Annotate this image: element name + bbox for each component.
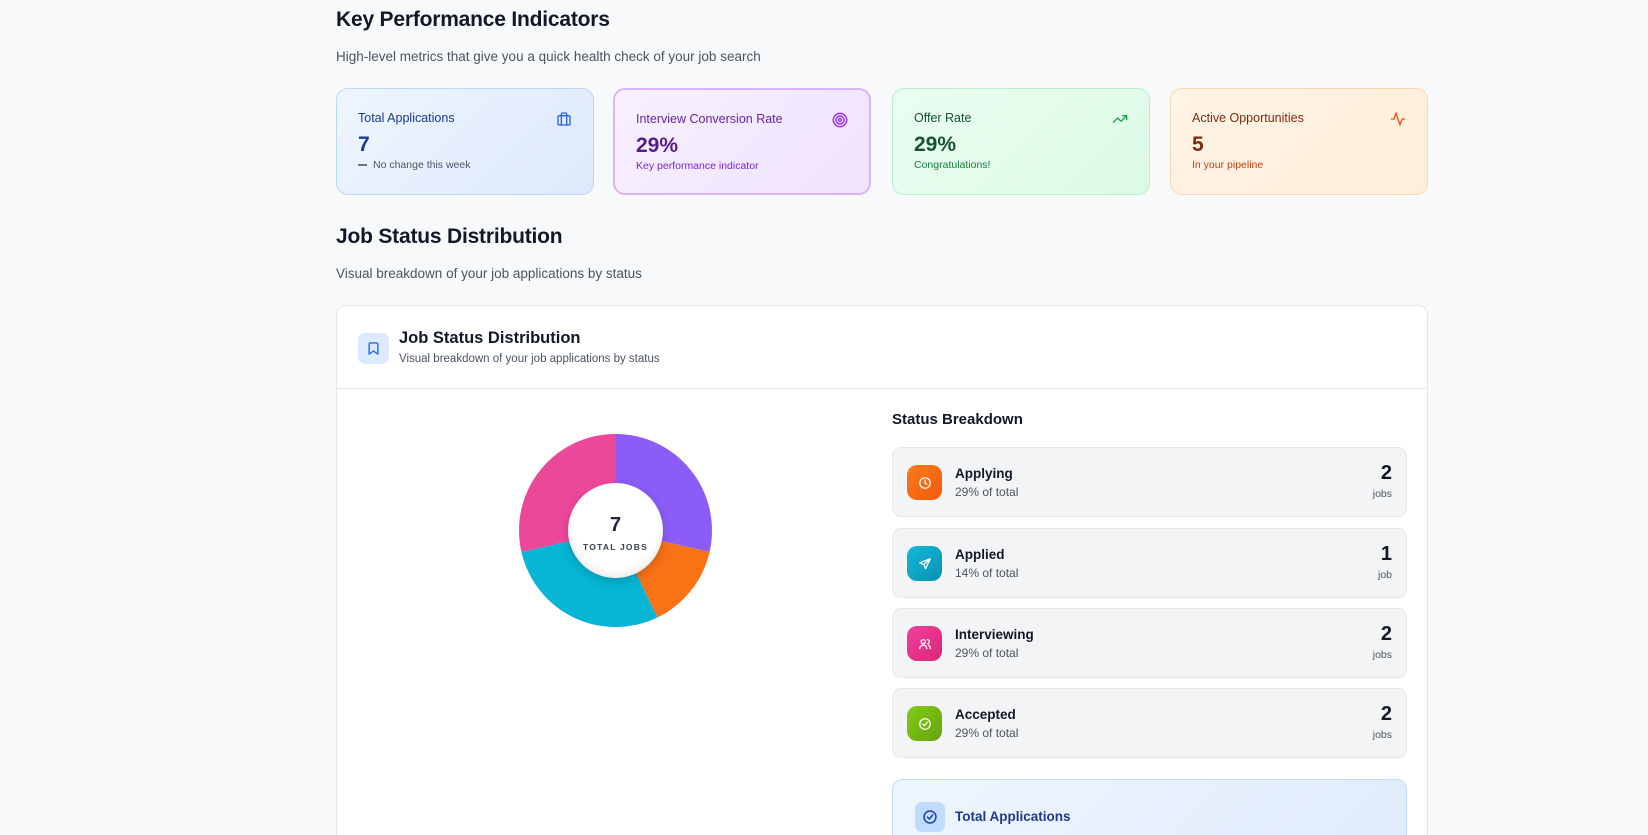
status-count: 2 (1380, 462, 1392, 484)
kpi-label: Offer Rate (914, 111, 972, 125)
status-unit: job (1377, 569, 1392, 581)
status-name: Interviewing (955, 627, 1034, 642)
clock-icon (907, 465, 942, 500)
total-applications-panel: Total Applications (892, 779, 1407, 835)
kpi-section-title: Key Performance Indicators (336, 8, 610, 31)
kpi-card-offer-rate: Offer Rate 29% Congratulations! (892, 88, 1150, 195)
status-count: 2 (1380, 703, 1392, 725)
kpi-label: Active Opportunities (1192, 111, 1304, 125)
status-percent: 29% of total (955, 485, 1019, 499)
kpi-value: 29% (914, 133, 957, 156)
status-count: 2 (1380, 623, 1392, 645)
activity-icon (1390, 112, 1406, 126)
status-percent: 29% of total (955, 726, 1019, 740)
kpi-label: Interview Conversion Rate (636, 112, 783, 126)
kpi-note: Congratulations! (914, 159, 991, 171)
kpi-value: 29% (636, 134, 679, 157)
kpi-value: 7 (358, 133, 370, 156)
status-name: Applying (955, 466, 1013, 481)
bookmark-icon (358, 333, 389, 364)
distribution-card-title: Job Status Distribution (399, 329, 581, 347)
status-row-interviewing[interactable]: Interviewing 29% of total 2 jobs (892, 608, 1407, 678)
status-percent: 14% of total (955, 566, 1019, 580)
status-count: 1 (1380, 543, 1392, 565)
status-row-accepted[interactable]: Accepted 29% of total 2 jobs (892, 688, 1407, 758)
status-percent: 29% of total (955, 646, 1019, 660)
distribution-section-subtitle: Visual breakdown of your job application… (336, 266, 642, 281)
status-name: Applied (955, 547, 1005, 562)
kpi-card-total-applications: Total Applications 7 No change this week (336, 88, 594, 195)
target-icon (832, 112, 848, 128)
trending-up-icon (1112, 115, 1128, 123)
minus-icon (358, 164, 367, 166)
kpi-card-active-opportunities: Active Opportunities 5 In your pipeline (1170, 88, 1428, 195)
distribution-card-subtitle: Visual breakdown of your job application… (399, 353, 660, 365)
distribution-card-header: Job Status Distribution Visual breakdown… (337, 306, 1427, 389)
check-circle-icon (907, 706, 942, 741)
check-circle-icon (915, 802, 945, 832)
status-unit: jobs (1372, 488, 1392, 500)
kpi-section-subtitle: High-level metrics that give you a quick… (336, 49, 761, 64)
kpi-note: In your pipeline (1192, 159, 1264, 171)
status-breakdown-title: Status Breakdown (892, 411, 1023, 428)
kpi-note-text: No change this week (373, 159, 471, 171)
users-icon (907, 626, 942, 661)
kpi-value: 5 (1192, 133, 1204, 156)
status-row-applying[interactable]: Applying 29% of total 2 jobs (892, 447, 1407, 517)
donut-total-label: TOTAL JOBS (583, 541, 648, 552)
briefcase-icon (557, 112, 571, 126)
total-applications-label: Total Applications (955, 809, 1071, 824)
kpi-label: Total Applications (358, 111, 455, 125)
status-row-applied[interactable]: Applied 14% of total 1 job (892, 528, 1407, 598)
status-unit: jobs (1372, 649, 1392, 661)
donut-center-total: 7 TOTAL JOBS (568, 483, 663, 578)
kpi-note: Key performance indicator (636, 160, 759, 172)
donut-total-value: 7 (609, 513, 622, 536)
distribution-section-title: Job Status Distribution (336, 225, 563, 248)
status-name: Accepted (955, 707, 1016, 722)
kpi-card-interview-conversion: Interview Conversion Rate 29% Key perfor… (613, 88, 871, 195)
send-icon (907, 546, 942, 581)
status-unit: jobs (1372, 729, 1392, 741)
kpi-note: No change this week (358, 159, 572, 171)
